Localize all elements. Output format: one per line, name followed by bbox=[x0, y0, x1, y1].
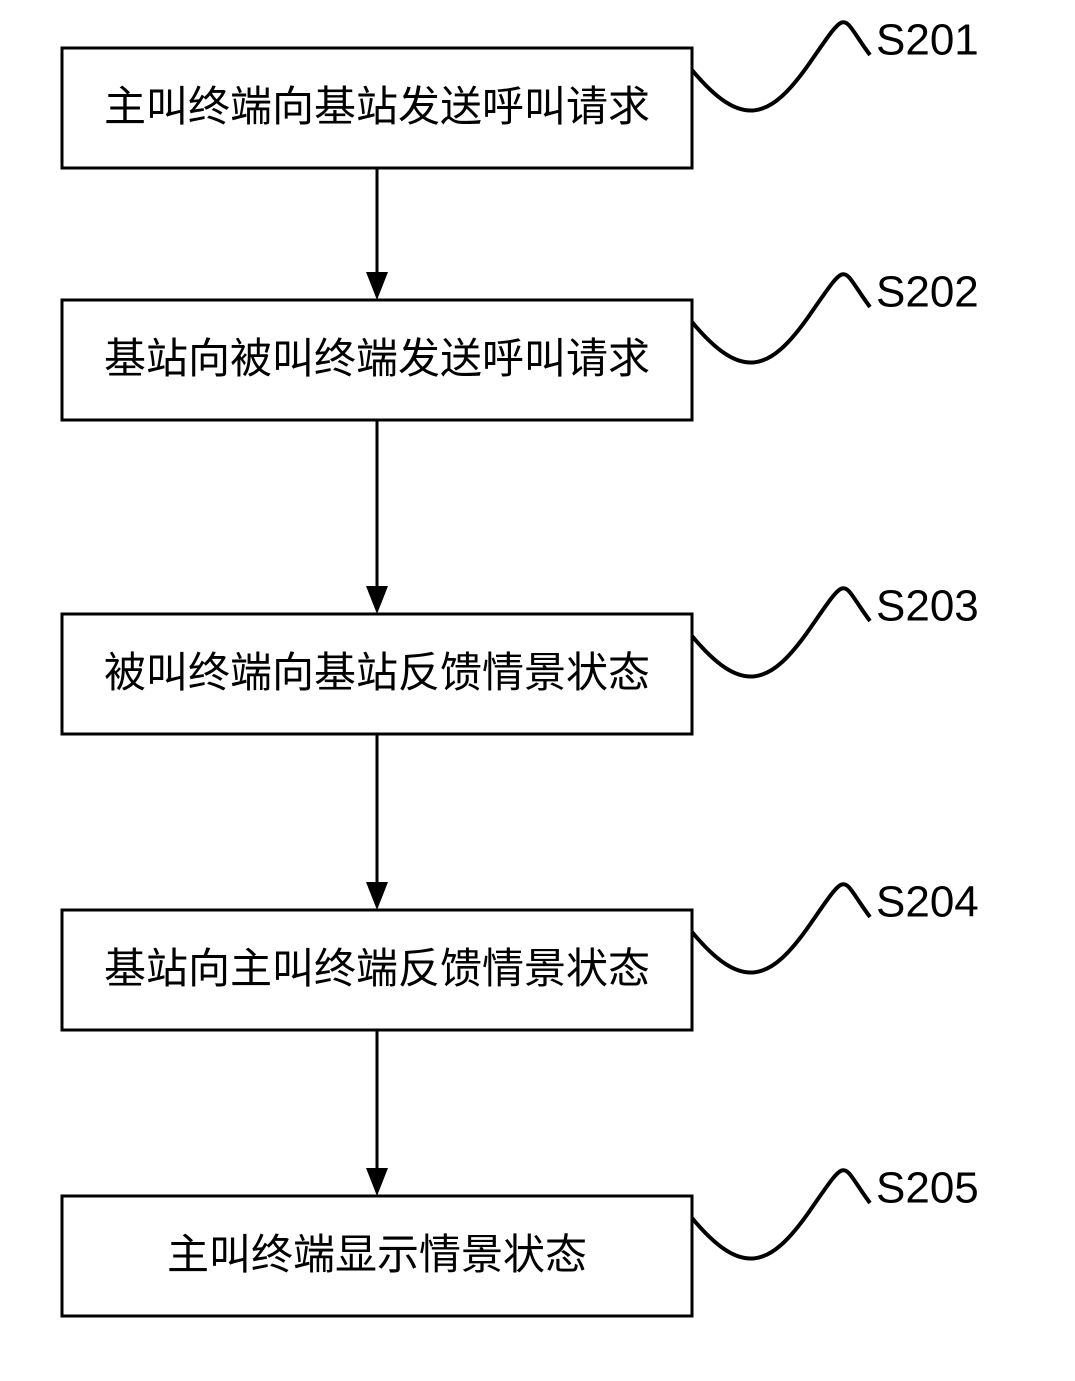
leader-curve-S203 bbox=[692, 588, 870, 676]
leader-curve-S202 bbox=[692, 274, 870, 362]
leader-curve-S201 bbox=[692, 22, 870, 110]
flowchart-canvas: 主叫终端向基站发送呼叫请求 S201 基站向被叫终端发送呼叫请求 S202 被叫终端向基… bbox=[0, 0, 1075, 1381]
step-id-S201: S201 bbox=[876, 16, 979, 65]
step-label-S201: 主叫终端向基站发送呼叫请求 bbox=[104, 85, 650, 131]
arrowhead-S203-S204 bbox=[366, 882, 388, 910]
step-id-S205: S205 bbox=[876, 1164, 979, 1213]
step-label-S203: 被叫终端向基站反馈情景状态 bbox=[104, 651, 650, 697]
arrowhead-S202-S203 bbox=[366, 586, 388, 614]
leader-curve-S205 bbox=[692, 1170, 870, 1258]
step-id-S202: S202 bbox=[876, 268, 979, 317]
arrowhead-S204-S205 bbox=[366, 1168, 388, 1196]
leader-curve-S204 bbox=[692, 884, 870, 972]
step-label-S205: 主叫终端显示情景状态 bbox=[167, 1233, 587, 1279]
arrowhead-S201-S202 bbox=[366, 272, 388, 300]
step-label-S204: 基站向主叫终端反馈情景状态 bbox=[104, 947, 650, 993]
step-id-S203: S203 bbox=[876, 582, 979, 631]
step-label-S202: 基站向被叫终端发送呼叫请求 bbox=[104, 337, 650, 383]
step-id-S204: S204 bbox=[876, 878, 979, 927]
